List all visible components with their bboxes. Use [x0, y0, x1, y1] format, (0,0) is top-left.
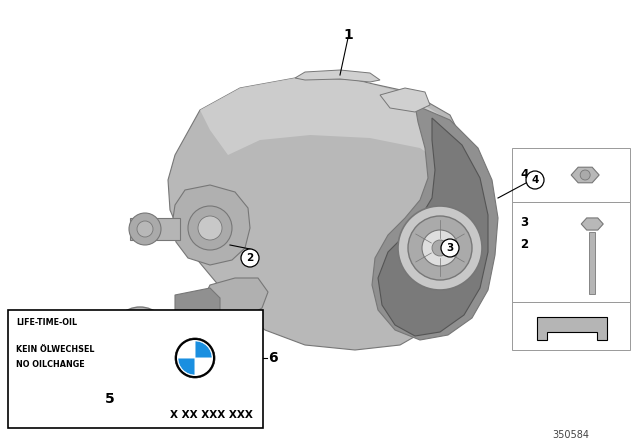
Polygon shape — [205, 278, 268, 318]
Wedge shape — [195, 358, 212, 375]
Circle shape — [526, 171, 544, 189]
Polygon shape — [581, 218, 604, 230]
Text: 3: 3 — [446, 243, 454, 253]
Circle shape — [188, 206, 232, 250]
Circle shape — [122, 317, 158, 353]
Text: KEIN ÖLWECHSEL: KEIN ÖLWECHSEL — [16, 345, 95, 354]
Circle shape — [580, 170, 590, 180]
Wedge shape — [178, 358, 195, 375]
Circle shape — [68, 345, 88, 365]
FancyBboxPatch shape — [512, 302, 630, 350]
Polygon shape — [130, 218, 180, 240]
Wedge shape — [178, 341, 195, 358]
Text: 6: 6 — [268, 351, 278, 365]
Text: 4: 4 — [520, 168, 528, 181]
Circle shape — [129, 213, 161, 245]
Polygon shape — [378, 118, 488, 336]
Circle shape — [137, 221, 153, 237]
Wedge shape — [195, 341, 212, 358]
Text: LIFE-TIME-OIL: LIFE-TIME-OIL — [16, 318, 77, 327]
Circle shape — [432, 240, 448, 256]
Text: 3: 3 — [520, 215, 528, 228]
Text: 4: 4 — [531, 175, 539, 185]
Text: 350584: 350584 — [552, 430, 589, 440]
Text: 2: 2 — [520, 237, 528, 250]
Polygon shape — [59, 333, 97, 377]
Text: NO OILCHANGE: NO OILCHANGE — [16, 360, 84, 369]
Polygon shape — [200, 78, 455, 165]
Circle shape — [398, 206, 482, 290]
Polygon shape — [175, 288, 220, 318]
Circle shape — [441, 239, 459, 257]
Polygon shape — [380, 88, 430, 112]
Text: 2: 2 — [246, 253, 253, 263]
Circle shape — [175, 338, 215, 378]
Circle shape — [198, 216, 222, 240]
FancyBboxPatch shape — [512, 202, 630, 302]
Circle shape — [408, 216, 472, 280]
Circle shape — [112, 307, 168, 363]
Polygon shape — [571, 167, 599, 183]
Polygon shape — [372, 105, 498, 340]
FancyBboxPatch shape — [512, 148, 630, 202]
FancyBboxPatch shape — [8, 310, 263, 428]
Polygon shape — [295, 70, 380, 82]
Circle shape — [241, 249, 259, 267]
FancyBboxPatch shape — [589, 232, 595, 294]
Polygon shape — [168, 78, 465, 350]
Text: 1: 1 — [343, 28, 353, 42]
Circle shape — [422, 230, 458, 266]
Text: 5: 5 — [105, 392, 115, 406]
Circle shape — [177, 340, 213, 376]
Polygon shape — [172, 185, 250, 265]
Text: X XX XXX XXX: X XX XXX XXX — [170, 410, 253, 420]
Polygon shape — [537, 317, 607, 340]
